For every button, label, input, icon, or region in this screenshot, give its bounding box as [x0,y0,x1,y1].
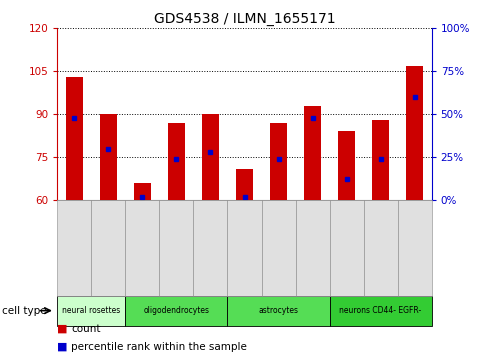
Bar [202,114,219,200]
Bar [66,77,83,200]
Bar [406,65,423,200]
Text: ■: ■ [57,342,68,352]
Bar [304,105,321,200]
Bar [236,169,253,200]
Text: ■: ■ [57,324,68,333]
Bar [134,183,151,200]
Bar [372,120,389,200]
Text: neural rosettes: neural rosettes [62,306,121,315]
Bar [168,123,185,200]
Bar [100,114,117,200]
Text: oligodendrocytes: oligodendrocytes [144,306,210,315]
Text: count: count [71,324,101,333]
Text: percentile rank within the sample: percentile rank within the sample [71,342,247,352]
Text: astrocytes: astrocytes [258,306,298,315]
Text: cell type: cell type [2,306,47,316]
Bar [338,131,355,200]
Text: neurons CD44- EGFR-: neurons CD44- EGFR- [339,306,422,315]
Title: GDS4538 / ILMN_1655171: GDS4538 / ILMN_1655171 [154,12,335,26]
Bar [270,123,287,200]
